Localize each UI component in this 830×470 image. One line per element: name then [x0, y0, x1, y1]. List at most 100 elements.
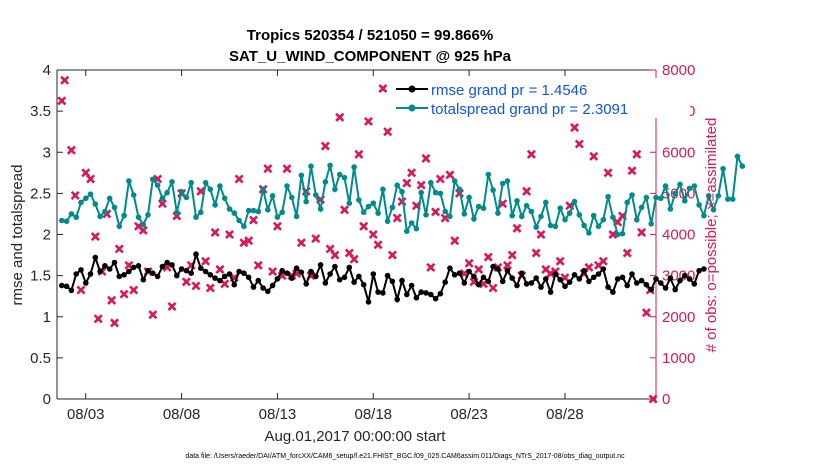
obs-assimilated-point [90, 232, 100, 242]
obs-o-center [184, 279, 189, 284]
data-point-totalspread [303, 198, 310, 205]
data-point-rmse [672, 286, 678, 293]
data-point-totalspread [701, 212, 707, 219]
obs-o-center [198, 189, 203, 194]
data-point-rmse [174, 272, 180, 279]
obs-o-center [251, 217, 256, 223]
obs-assimilated-point [450, 236, 460, 246]
data-point-rmse [552, 271, 559, 277]
data-point-totalspread [389, 204, 396, 211]
data-point-rmse [226, 271, 233, 277]
data-point-totalspread [174, 209, 180, 216]
obs-o-center [96, 316, 101, 322]
data-point-rmse [360, 281, 367, 288]
data-point-rmse [624, 282, 630, 289]
obs-o-center [644, 310, 649, 315]
obs-o-center [486, 254, 491, 260]
data-point-totalspread [734, 153, 741, 160]
data-point-totalspread [111, 204, 118, 211]
data-point-rmse [495, 266, 501, 272]
data-point-rmse [111, 259, 118, 266]
data-point-rmse [332, 263, 338, 270]
obs-assimilated-point [589, 151, 599, 161]
obs-assimilated-point [335, 112, 345, 122]
obs-o-center [126, 263, 132, 268]
data-point-totalspread [231, 210, 238, 216]
data-point-totalspread [265, 207, 271, 213]
obs-assimilated-point [435, 174, 445, 184]
obs-o-center [203, 259, 208, 264]
obs-o-center [73, 193, 78, 198]
data-point-rmse [667, 275, 674, 281]
obs-assimilated-point [373, 240, 383, 250]
data-point-totalspread [451, 178, 458, 184]
obs-o-center [88, 176, 93, 182]
obs-assimilated-point [340, 205, 350, 215]
obs-assimilated-point [648, 394, 658, 404]
obs-o-center [256, 263, 261, 268]
obs-o-center [634, 152, 640, 157]
data-point-totalspread [696, 202, 702, 208]
obs-assimilated-point [526, 149, 536, 159]
data-point-rmse [154, 273, 161, 280]
data-point-totalspread [255, 208, 262, 215]
data-point-totalspread [207, 186, 214, 193]
data-point-totalspread [336, 171, 343, 178]
obs-assimilated-point [474, 264, 484, 274]
data-point-rmse [265, 288, 271, 295]
x-tick-label: 08/03 [67, 406, 105, 423]
data-point-rmse [696, 267, 702, 274]
data-point-rmse [231, 281, 238, 288]
data-point-rmse [634, 280, 640, 286]
data-point-totalspread [490, 187, 496, 193]
obs-assimilated-point [608, 229, 618, 240]
obs-o-center [442, 215, 448, 221]
data-point-rmse [351, 279, 357, 286]
data-point-rmse [662, 285, 669, 291]
obs-assimilated-point [114, 244, 124, 254]
obs-o-center [471, 279, 477, 284]
data-point-totalspread [274, 214, 281, 220]
obs-o-center [572, 125, 577, 130]
obs-o-center [481, 281, 486, 287]
data-point-rmse [571, 272, 578, 278]
obs-o-center [629, 168, 635, 173]
data-point-rmse [221, 273, 228, 280]
obs-o-center [83, 170, 88, 176]
data-point-totalspread [643, 194, 650, 201]
data-point-totalspread [126, 178, 132, 184]
data-point-totalspread [519, 213, 525, 220]
data-point-rmse [135, 263, 142, 269]
obs-o-center [121, 291, 127, 297]
data-point-totalspread [130, 192, 137, 198]
data-point-rmse [336, 276, 343, 283]
obs-assimilated-point [464, 258, 474, 268]
obs-assimilated-point [60, 75, 70, 85]
obs-assimilated-point [157, 199, 167, 209]
obs-assimilated-point [224, 229, 235, 240]
data-point-totalspread [384, 218, 391, 225]
obs-o-center [356, 152, 362, 157]
data-point-totalspread [634, 216, 640, 223]
obs-o-center [395, 215, 400, 221]
data-point-rmse [97, 268, 103, 275]
data-point-rmse [202, 268, 209, 275]
obs-o-center [414, 203, 419, 208]
data-point-rmse [523, 281, 530, 287]
data-point-rmse [121, 272, 127, 278]
data-point-rmse [581, 267, 587, 274]
data-point-rmse [658, 280, 664, 286]
data-point-rmse [428, 291, 434, 298]
data-point-totalspread [236, 217, 242, 224]
data-point-totalspread [432, 189, 439, 196]
obs-assimilated-point [311, 234, 321, 244]
obs-assimilated-point [354, 149, 364, 159]
obs-assimilated-point [483, 252, 493, 262]
data-point-rmse [284, 270, 290, 277]
data-point-rmse [543, 276, 549, 282]
obs-assimilated-point [531, 248, 541, 258]
data-point-totalspread [720, 165, 726, 172]
data-point-totalspread [605, 193, 611, 200]
obs-o-center [500, 201, 505, 206]
